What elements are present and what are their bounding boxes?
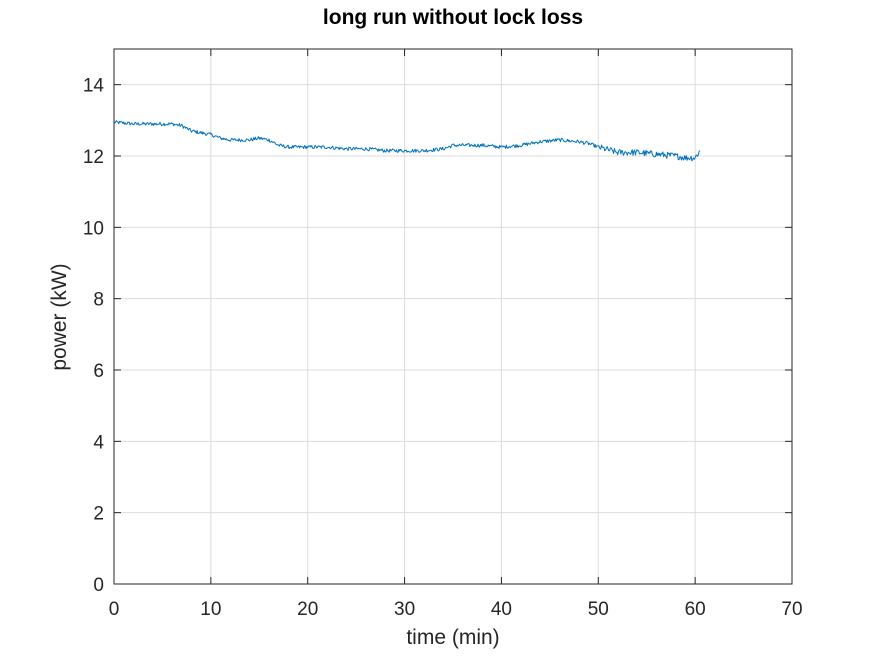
x-tick-label: 0 [109, 599, 120, 620]
y-tick-labels: 0 2 4 6 8 10 12 14 [83, 76, 105, 596]
y-tick-label: 4 [93, 432, 104, 453]
axes-box [113, 48, 793, 585]
y-tick-label: 10 [83, 218, 104, 239]
power-series-line [113, 120, 701, 162]
x-tick-label: 40 [491, 599, 512, 620]
y-tick-label: 8 [93, 290, 104, 311]
x-tick-label: 50 [588, 599, 609, 620]
plot-area [114, 49, 792, 584]
y-tick-label: 6 [93, 361, 104, 382]
y-tick-label: 14 [83, 76, 105, 97]
x-tick-label: 30 [394, 599, 415, 620]
chart-title: long run without lock loss [323, 6, 583, 29]
y-tick-label: 0 [93, 575, 104, 596]
ticks [113, 49, 793, 585]
data-line-layer [113, 120, 701, 162]
grid [114, 49, 792, 584]
x-tick-label: 20 [297, 599, 318, 620]
y-tick-label: 12 [83, 147, 104, 168]
y-axis-label: power (kW) [48, 263, 71, 370]
x-tick-labels: 0 10 20 30 40 50 60 70 [109, 599, 803, 620]
y-tick-label: 2 [93, 504, 104, 525]
x-axis-label: time (min) [406, 626, 499, 649]
x-tick-label: 60 [685, 599, 706, 620]
x-tick-label: 70 [781, 599, 802, 620]
x-tick-label: 10 [200, 599, 221, 620]
